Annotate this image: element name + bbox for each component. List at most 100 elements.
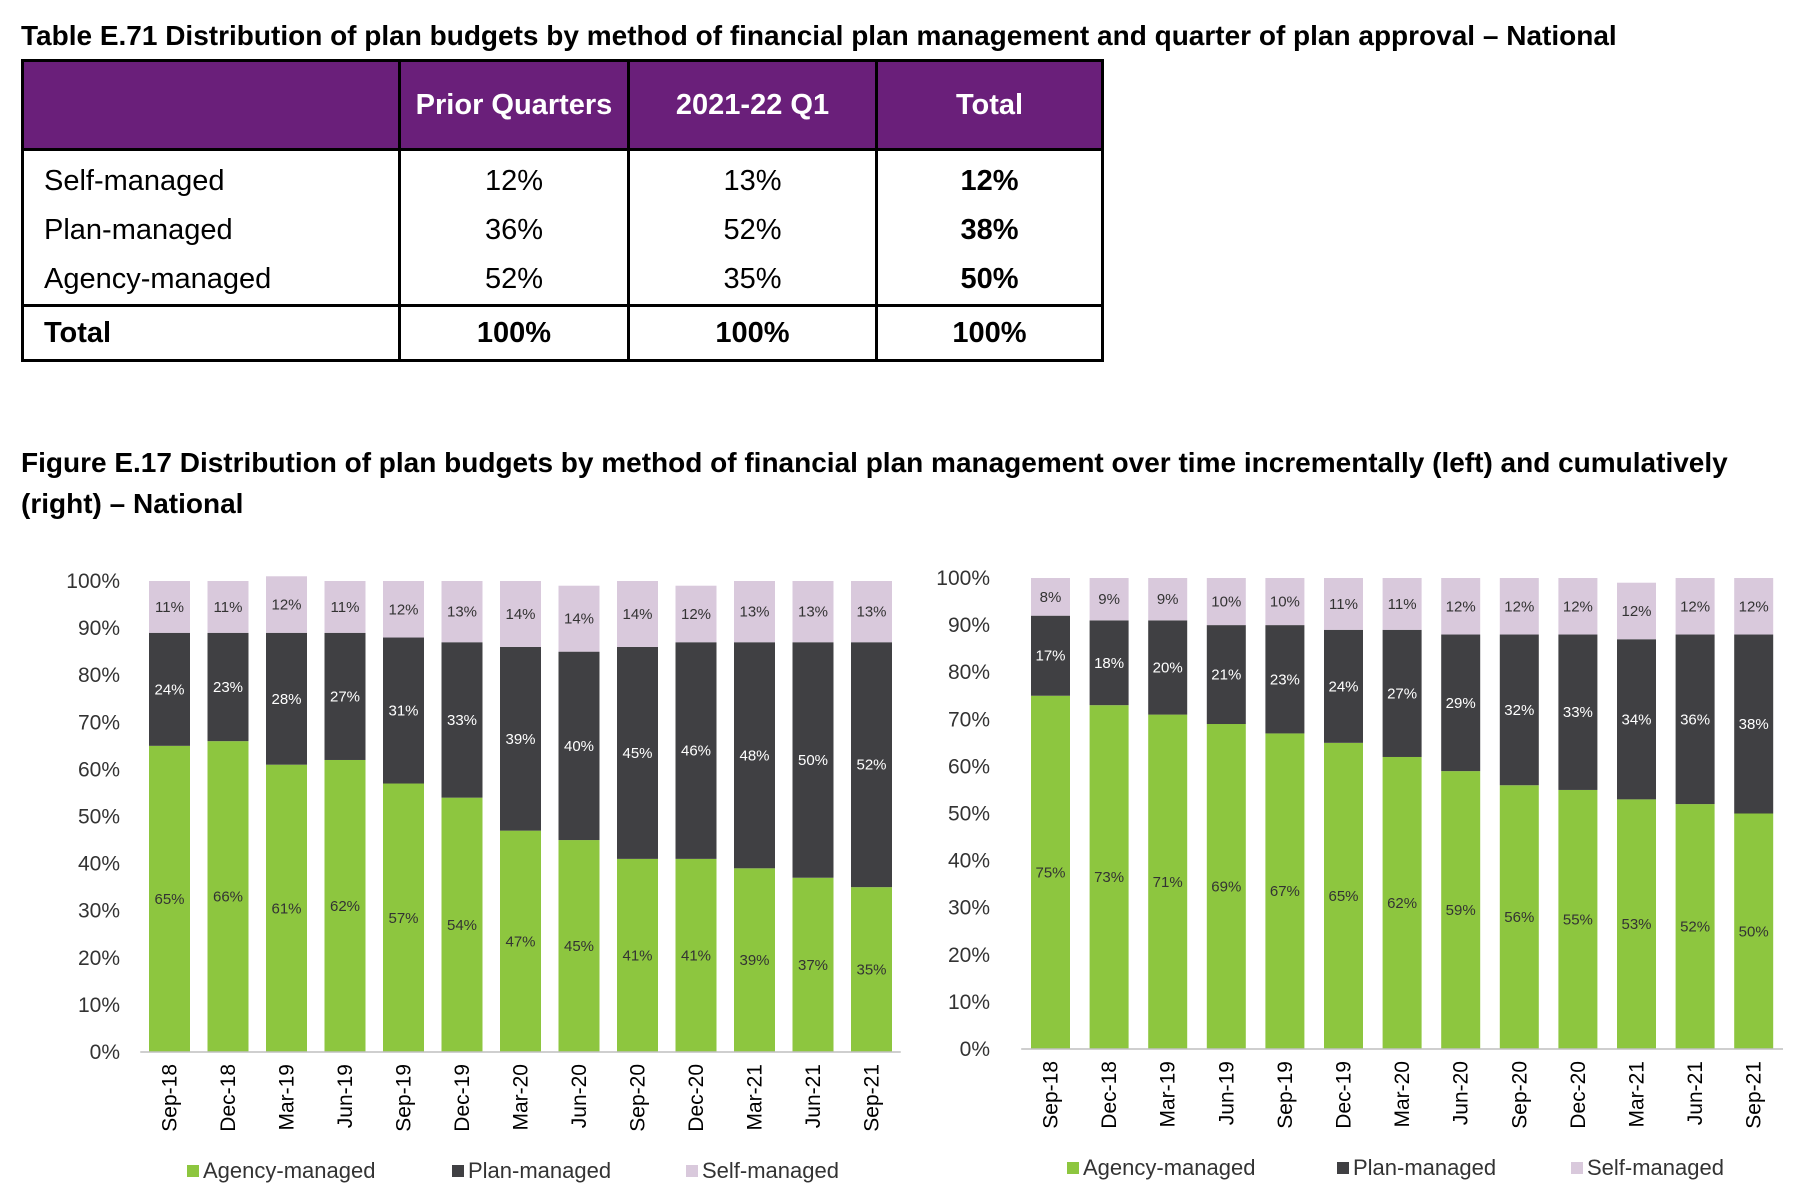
right-bar-self [1499, 578, 1539, 635]
right-bar-plan [1031, 615, 1070, 696]
table-cell: 36% [398, 206, 630, 255]
right-x-tick-label: Dec-18 [1098, 1061, 1121, 1129]
left-data-label: 12% [271, 597, 301, 614]
left-data-label: 39% [505, 731, 535, 748]
right-x-tick-label: Sep-18 [1040, 1061, 1063, 1129]
table-total-row: Total 100% 100% 100% [21, 304, 1104, 362]
right-data-label: 12% [1504, 598, 1534, 615]
table-cell: 100% [398, 304, 630, 362]
left-y-tick-label: 70% [78, 711, 120, 734]
table-cell: 12% [875, 149, 1104, 206]
right-x-tick-label: Jun-19 [1215, 1061, 1238, 1125]
left-bar-plan [675, 642, 717, 859]
incremental-chart: 0% 10% 20% 30% 40% 50% 60% 70% 80% 90% 100% 65% 24% 1… [66, 570, 901, 1183]
right-bar-plan [1675, 634, 1715, 805]
left-bar-plan [500, 646, 541, 831]
left-x-tick-label: Sep-18 [159, 1064, 182, 1132]
header-cell: 2021-22 Q1 [627, 59, 878, 151]
left-y-tick-label: 80% [78, 664, 120, 687]
right-x-tick-label: Dec-19 [1333, 1061, 1356, 1129]
right-data-label: 12% [1739, 598, 1769, 615]
left-bar-self [558, 585, 600, 652]
left-data-label: 41% [681, 947, 711, 964]
right-bar-plan [1558, 634, 1598, 790]
right-bar-self [1324, 578, 1363, 630]
row-label: Self-managed [21, 149, 401, 206]
right-bar-plan [1499, 634, 1539, 786]
right-bar-self [1206, 578, 1246, 626]
left-data-label: 47% [505, 933, 535, 950]
left-data-label: 66% [213, 889, 243, 906]
left-x-tick-label: Sep-19 [393, 1064, 416, 1132]
right-x-tick-label: Mar-19 [1157, 1061, 1180, 1128]
left-bar-plan [558, 651, 600, 841]
table-cell: 100% [875, 304, 1104, 362]
left-y-tick-label: 10% [78, 994, 120, 1017]
left-data-label: 11% [331, 599, 360, 616]
left-x-tick-label: Dec-18 [217, 1064, 240, 1132]
right-data-label: 75% [1035, 864, 1065, 881]
right-data-label: 36% [1680, 711, 1710, 728]
right-data-label: 59% [1446, 902, 1476, 919]
right-data-label: 11% [1329, 596, 1358, 613]
left-x-tick-label: Jun-19 [334, 1064, 357, 1128]
right-data-label: 32% [1504, 702, 1534, 719]
left-bar-self [734, 581, 775, 643]
legend-swatch-agency [187, 1165, 199, 1177]
left-bar-self [383, 581, 424, 638]
right-bar-agency [1734, 813, 1774, 1049]
right-bar-plan [1734, 634, 1774, 814]
left-data-label: 50% [798, 752, 828, 769]
left-data-label: 12% [681, 606, 711, 623]
left-bar-self [149, 581, 190, 633]
table-cell: 38% [875, 206, 1104, 255]
right-data-label: 8% [1040, 589, 1062, 606]
left-bar-plan [851, 642, 892, 888]
left-data-label: 28% [271, 691, 301, 708]
left-y-tick-label: 40% [78, 853, 120, 876]
right-y-tick-label: 0% [960, 1038, 990, 1061]
left-x-tick-label: Dec-20 [685, 1064, 708, 1132]
right-data-label: 52% [1680, 919, 1710, 936]
right-data-label: 20% [1153, 659, 1183, 676]
left-data-label: 41% [622, 947, 652, 964]
left-data-label: 52% [856, 757, 886, 774]
right-bar-agency [1558, 789, 1598, 1049]
right-bar-agency [1148, 714, 1188, 1049]
left-bar-agency [266, 764, 307, 1052]
right-x-tick-label: Mar-21 [1626, 1061, 1649, 1128]
legend-swatch-self [1571, 1162, 1583, 1174]
right-bar-agency [1499, 785, 1539, 1049]
left-x-tick-label: Sep-21 [861, 1064, 884, 1132]
left-data-label: 61% [271, 900, 301, 917]
left-data-label: 45% [564, 938, 594, 955]
row-label: Plan-managed [21, 206, 401, 255]
table-cell: 35% [627, 255, 878, 306]
left-data-label: 45% [622, 745, 652, 762]
left-bar-self [851, 581, 892, 643]
left-x-tick-label: Jun-20 [568, 1064, 591, 1128]
table-cell: 52% [627, 206, 878, 255]
right-data-label: 55% [1563, 911, 1593, 928]
left-x-tick-label: Sep-20 [627, 1064, 650, 1132]
left-data-label: 48% [739, 747, 769, 764]
left-data-label: 14% [564, 611, 594, 628]
right-x-tick-label: Dec-20 [1567, 1061, 1590, 1129]
right-x-tick-label: Sep-19 [1274, 1061, 1297, 1129]
left-x-tick-label: Mar-20 [510, 1064, 533, 1131]
right-data-label: 10% [1270, 594, 1300, 611]
right-y-tick-label: 30% [948, 897, 990, 920]
table-cell: 12% [398, 149, 630, 206]
table-title: Table E.71 Distribution of plan budgets … [21, 20, 1617, 51]
left-bar-self [617, 581, 658, 647]
left-x-tick-label: Dec-19 [451, 1064, 474, 1132]
right-bar-plan [1324, 629, 1363, 743]
right-x-tick-label: Jun-20 [1450, 1061, 1473, 1125]
left-bar-agency [383, 783, 424, 1052]
left-data-label: 13% [798, 604, 828, 621]
left-x-tick-label: Mar-19 [276, 1064, 299, 1131]
left-bar-agency [617, 858, 658, 1052]
header-cell: Prior Quarters [398, 59, 630, 151]
header-cell: Total [875, 59, 1104, 151]
right-data-label: 29% [1446, 695, 1476, 712]
